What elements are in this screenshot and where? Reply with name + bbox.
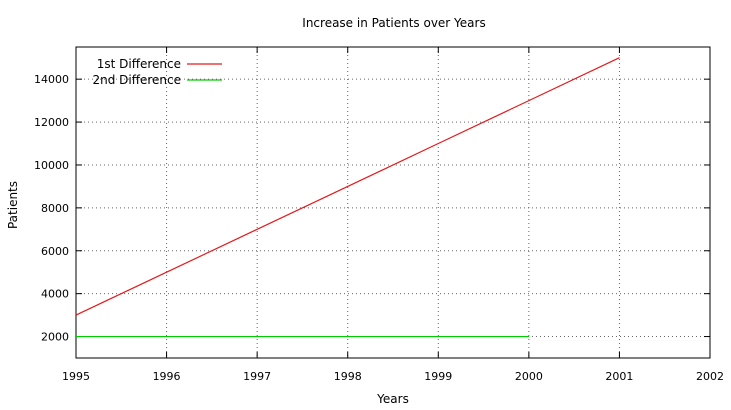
series-layer xyxy=(75,57,620,338)
x-tick-label: 2000 xyxy=(515,370,543,383)
y-axis-label: Patients xyxy=(6,181,20,229)
y-tick-label: 4000 xyxy=(41,288,69,301)
x-axis-label: Years xyxy=(376,392,409,406)
x-tick-label: 1999 xyxy=(424,370,452,383)
y-tick-label: 10000 xyxy=(34,159,69,172)
x-tick-label: 2002 xyxy=(696,370,724,383)
chart-title: Increase in Patients over Years xyxy=(302,16,485,30)
series-line-1 xyxy=(75,57,620,316)
y-axis: 2000 4000 6000 8000 10000 12000 14000 xyxy=(34,73,710,344)
x-tick-label: 1996 xyxy=(153,370,181,383)
legend: 1st Difference 2nd Difference xyxy=(92,57,222,87)
y-tick-label: 8000 xyxy=(41,202,69,215)
legend-label-2: 2nd Difference xyxy=(92,73,181,87)
legend-label-1: 1st Difference xyxy=(97,57,181,71)
grid xyxy=(76,47,710,358)
y-tick-label: 6000 xyxy=(41,245,69,258)
x-tick-label: 1995 xyxy=(62,370,90,383)
x-tick-label: 2001 xyxy=(605,370,633,383)
x-axis: 1995 1996 1997 1998 1999 2000 2001 2002 xyxy=(62,47,724,383)
x-tick-label: 1997 xyxy=(243,370,271,383)
y-tick-label: 12000 xyxy=(34,116,69,129)
plot-frame xyxy=(75,46,711,359)
y-tick-label: 2000 xyxy=(41,331,69,344)
y-tick-label: 14000 xyxy=(34,73,69,86)
x-tick-label: 1998 xyxy=(334,370,362,383)
